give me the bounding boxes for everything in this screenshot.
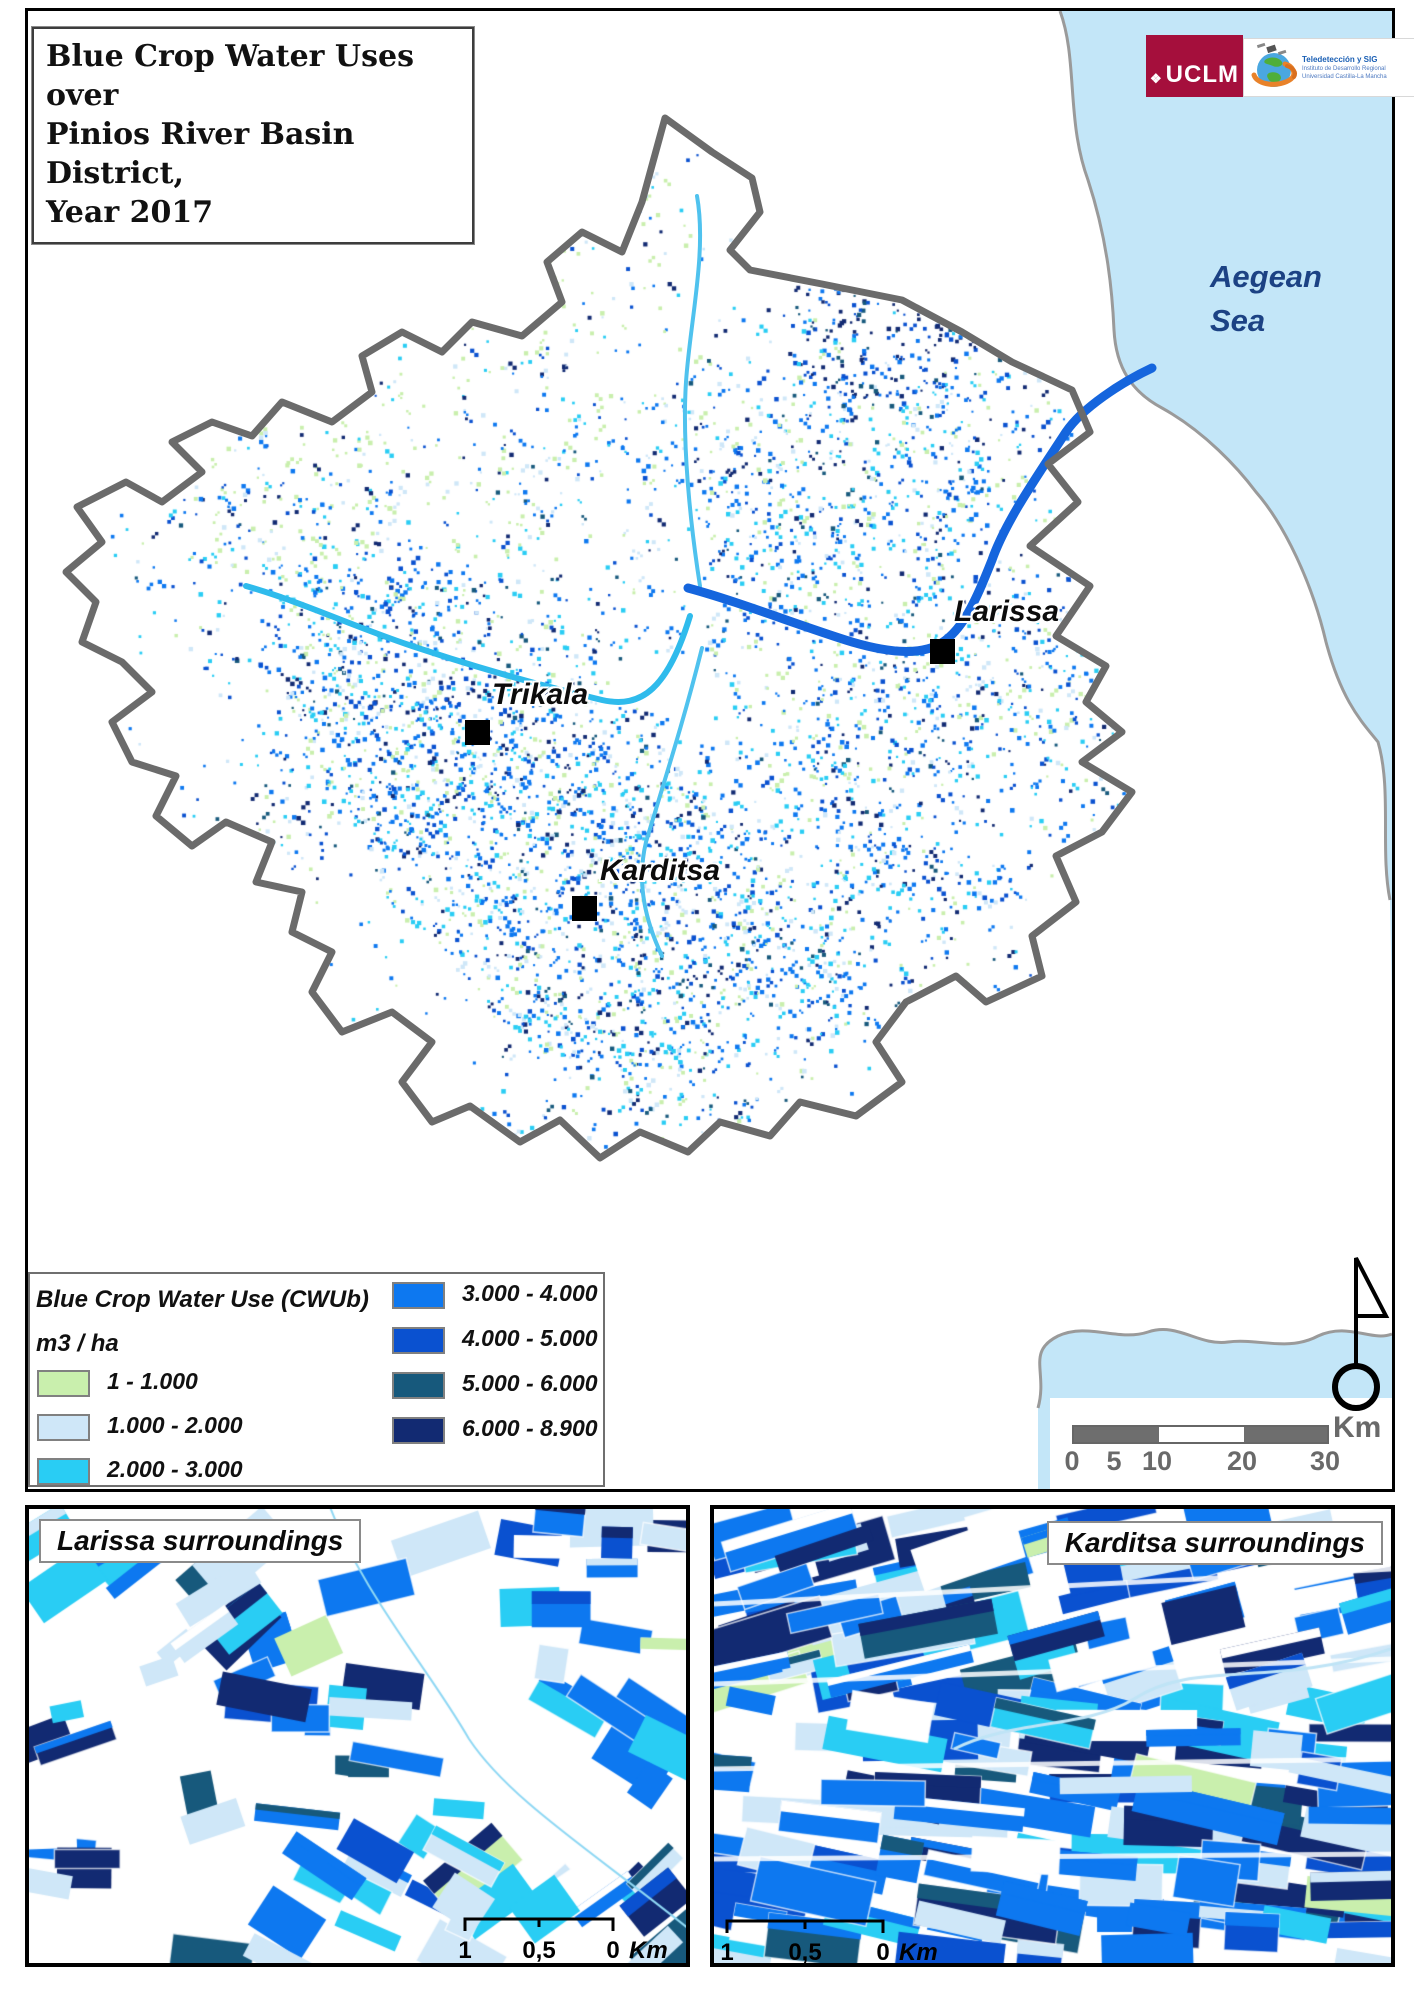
ids-line2: Instituto de Desarrollo Regional bbox=[1302, 65, 1386, 72]
legend-label: 6.000 - 8.900 bbox=[462, 1415, 598, 1441]
legend: Blue Crop Water Use (CWUb) m3 / ha 1 - 1… bbox=[28, 1272, 605, 1487]
map-title-line3: Year 2017 bbox=[46, 195, 214, 230]
inset-scale-unit: Km bbox=[629, 1937, 668, 1964]
teledeteccion-sig-text: Teledetección y SIG Instituto de Desarro… bbox=[1302, 55, 1387, 81]
inset-scale-tick: 0,5 bbox=[788, 1939, 822, 1966]
larissa-fields-canvas bbox=[29, 1509, 686, 1963]
ids-line3: Universidad Castilla-La Mancha bbox=[1302, 73, 1387, 80]
legend-title: Blue Crop Water Use (CWUb) bbox=[36, 1286, 369, 1313]
legend-swatch bbox=[37, 1414, 90, 1441]
map-title-line2: Pinios River Basin District, bbox=[46, 117, 355, 191]
scalebar-tick: 30 bbox=[1309, 1446, 1341, 1476]
ids-line1: Teledetección y SIG bbox=[1302, 54, 1378, 64]
trikala-label: Trikala bbox=[492, 678, 589, 711]
aegean-sea-line1: Aegean bbox=[1210, 259, 1322, 294]
inset-scale-tick: 1 bbox=[720, 1939, 734, 1966]
inset-scale-bracket bbox=[463, 1917, 615, 1931]
inset-karditsa-title: Karditsa surroundings bbox=[1046, 1521, 1383, 1565]
karditsa-marker bbox=[572, 896, 597, 921]
scalebar-tick: 0 bbox=[1064, 1446, 1080, 1476]
inset-larissa-title: Larissa surroundings bbox=[39, 1519, 362, 1563]
legend-label: 5.000 - 6.000 bbox=[462, 1370, 598, 1396]
map-title-line1: Blue Crop Water Uses over bbox=[46, 39, 414, 113]
legend-swatch bbox=[392, 1327, 445, 1354]
globe-satellite-icon bbox=[1251, 42, 1298, 87]
legend-label: 1 - 1.000 bbox=[107, 1368, 198, 1394]
legend-label: 3.000 - 4.000 bbox=[462, 1280, 598, 1306]
scalebar-bar bbox=[1072, 1425, 1329, 1444]
legend-swatch bbox=[37, 1370, 90, 1397]
north-arrow-icon bbox=[1332, 1257, 1390, 1411]
main-map: Blue Crop Water Uses over Pinios River B… bbox=[25, 8, 1414, 1492]
aegean-sea-line2: Sea bbox=[1210, 303, 1266, 338]
inset-scale-unit: Km bbox=[899, 1939, 938, 1966]
karditsa-fields-canvas bbox=[714, 1509, 1391, 1963]
aegean-sea-label: Aegean Sea bbox=[1210, 255, 1322, 343]
legend-swatch bbox=[37, 1458, 90, 1485]
scalebar-tick: 10 bbox=[1141, 1446, 1173, 1476]
inset-scale-tick: 0,5 bbox=[522, 1937, 556, 1964]
larissa-marker bbox=[930, 639, 955, 664]
legend-label: 1.000 - 2.000 bbox=[107, 1412, 243, 1438]
scalebar-tick: 5 bbox=[1106, 1446, 1122, 1476]
scalebar-unit: Km bbox=[1333, 1411, 1382, 1444]
legend-swatch bbox=[392, 1372, 445, 1399]
legend-label: 4.000 - 5.000 bbox=[462, 1325, 598, 1351]
uclm-castle-icon: ❖ bbox=[1150, 71, 1163, 86]
main-scalebar: 0 5 10 20 30 Km bbox=[1064, 1411, 1381, 1476]
legend-label: 2.000 - 3.000 bbox=[107, 1456, 243, 1482]
map-title: Blue Crop Water Uses over Pinios River B… bbox=[31, 26, 475, 245]
inset-karditsa-scalebar: 1 0,5 0 Km bbox=[719, 1917, 949, 1967]
inset-larissa: Larissa surroundings 1 0,5 0 Km bbox=[25, 1505, 690, 1967]
legend-unit: m3 / ha bbox=[36, 1330, 119, 1357]
inset-scale-tick: 1 bbox=[458, 1937, 472, 1964]
uclm-logo: ❖ UCLM bbox=[1146, 35, 1243, 97]
inset-karditsa: Karditsa surroundings 1 0,5 0 Km bbox=[710, 1505, 1395, 1967]
legend-swatch bbox=[392, 1282, 445, 1309]
inset-larissa-scalebar: 1 0,5 0 Km bbox=[457, 1915, 677, 1965]
trikala-marker bbox=[465, 720, 490, 745]
inset-scale-tick: 0 bbox=[606, 1937, 620, 1964]
uclm-logo-label: UCLM bbox=[1165, 61, 1239, 88]
karditsa-label: Karditsa bbox=[600, 854, 721, 887]
legend-swatch bbox=[392, 1417, 445, 1444]
inset-scale-bracket bbox=[725, 1919, 885, 1933]
larissa-label: Larissa bbox=[954, 595, 1060, 628]
map-vector-layer bbox=[62, 11, 1392, 1489]
teledeteccion-sig-logo: Teledetección y SIG Instituto de Desarro… bbox=[1243, 38, 1414, 97]
scalebar-tick: 20 bbox=[1226, 1446, 1258, 1476]
inset-scale-tick: 0 bbox=[876, 1939, 890, 1966]
